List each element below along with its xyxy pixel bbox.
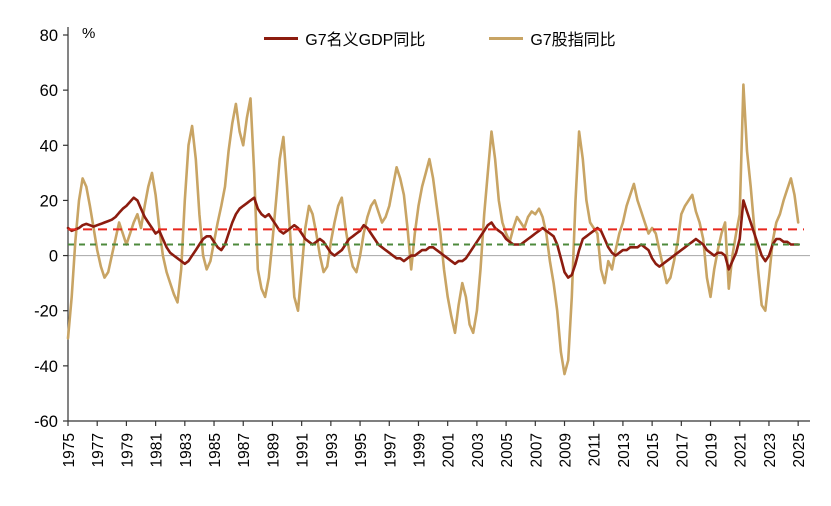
x-tick-label: 2001: [441, 433, 458, 467]
x-tick-label: 2019: [704, 433, 721, 467]
legend-item-stock[interactable]: G7股指同比: [489, 26, 616, 50]
x-tick-label: 2023: [762, 433, 779, 467]
stock-line-swatch: [489, 36, 524, 40]
x-tick-label: 2025: [791, 433, 808, 467]
y-tick-label: 60: [40, 82, 58, 100]
x-tick-label: 1991: [295, 433, 312, 467]
x-tick-label: 1981: [149, 433, 166, 467]
x-tick-label: 2011: [587, 433, 604, 466]
x-tick-label: 1989: [265, 433, 282, 467]
x-tick-label: 1975: [61, 433, 78, 467]
legend-label-stock: G7股指同比: [530, 32, 616, 49]
y-tick-label: -20: [34, 303, 58, 321]
y-tick-label: -60: [34, 413, 58, 431]
y-tick-label: 80: [40, 27, 58, 45]
legend-label-gdp: G7名义GDP同比: [305, 32, 426, 49]
x-tick-label: 1993: [324, 433, 341, 467]
stock-index-yoy-line: [66, 83, 800, 376]
legend: G7名义GDP同比 G7股指同比: [68, 26, 812, 50]
x-tick-label: 1997: [382, 433, 399, 467]
x-tick-label: 2021: [733, 433, 750, 467]
x-tick-label: 2017: [674, 433, 691, 467]
x-tick-label: 1979: [119, 433, 136, 467]
x-tick-label: 2003: [470, 433, 487, 467]
y-tick-label: -40: [34, 358, 58, 376]
x-tick-label: 2007: [528, 433, 545, 467]
x-tick-label: 2013: [616, 433, 633, 467]
x-tick-label: 1995: [353, 433, 370, 467]
y-tick-label: 20: [40, 192, 58, 210]
gdp-line-swatch: [264, 36, 299, 40]
x-tick-label: 1987: [236, 433, 253, 467]
y-tick-label: 0: [49, 248, 58, 266]
x-tick-label: 1977: [90, 433, 107, 467]
x-tick-label: 1983: [178, 433, 195, 467]
x-tick-label: 2005: [499, 433, 516, 467]
x-tick-label: 2015: [645, 433, 662, 467]
y-tick-label: 40: [40, 137, 58, 155]
x-tick-label: 1985: [207, 433, 224, 467]
x-tick-label: 1999: [411, 433, 428, 467]
x-tick-label: 2009: [558, 433, 575, 467]
gdp-yoy-line: [66, 196, 800, 279]
y-axis-unit-label: %: [82, 25, 96, 42]
legend-item-gdp[interactable]: G7名义GDP同比: [264, 26, 425, 50]
